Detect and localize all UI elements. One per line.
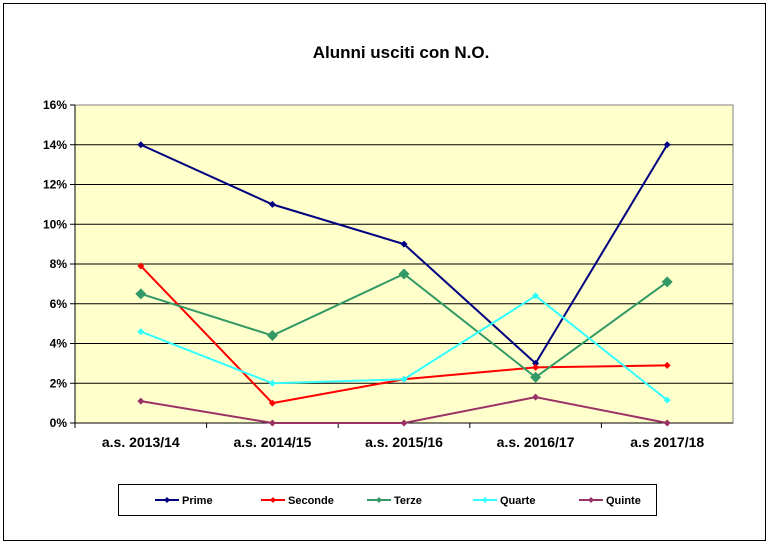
- y-tick-label: 2%: [50, 376, 68, 390]
- data-point: [532, 292, 540, 300]
- y-tick-label: 0%: [50, 416, 68, 430]
- data-point: [135, 288, 147, 300]
- legend-label: Terze: [394, 495, 422, 507]
- data-point: [266, 330, 278, 342]
- x-tick-label: a.s. 2013/14: [102, 434, 180, 450]
- y-tick-label: 4%: [50, 337, 68, 351]
- data-point: [663, 419, 671, 427]
- legend-label: Prime: [182, 495, 213, 507]
- data-point: [400, 419, 408, 427]
- legend-marker: [376, 497, 382, 503]
- x-tick-label: a.s 2017/18: [630, 434, 704, 450]
- x-tick-label: a.s. 2016/17: [497, 434, 575, 450]
- data-point: [398, 268, 410, 280]
- legend-marker: [482, 497, 488, 503]
- y-tick-label: 12%: [43, 178, 67, 192]
- x-tick-label: a.s. 2015/16: [365, 434, 443, 450]
- legend-marker: [588, 497, 594, 503]
- data-point: [268, 419, 276, 427]
- data-point: [137, 262, 145, 270]
- data-point: [137, 328, 145, 336]
- legend-item-quinte: Quinte: [579, 495, 641, 507]
- legend-item-prime: Prime: [155, 495, 213, 507]
- series-quarte: [137, 292, 671, 404]
- y-tick-label: 10%: [43, 217, 67, 231]
- legend-marker: [270, 497, 276, 503]
- data-point: [663, 396, 671, 404]
- legend-label: Quinte: [606, 495, 641, 507]
- legend-item-quarte: Quarte: [473, 495, 535, 507]
- y-tick-label: 6%: [50, 297, 68, 311]
- series-quinte: [137, 393, 671, 427]
- data-point: [268, 200, 276, 208]
- legend-marker: [164, 497, 170, 503]
- data-point: [137, 397, 145, 405]
- data-point: [268, 399, 276, 407]
- data-point: [663, 141, 671, 149]
- data-point: [663, 361, 671, 369]
- data-point: [532, 393, 540, 401]
- data-point: [400, 240, 408, 248]
- y-tick-label: 14%: [43, 138, 67, 152]
- data-point: [530, 371, 542, 383]
- x-tick-label: a.s. 2014/15: [233, 434, 311, 450]
- data-point: [532, 359, 540, 367]
- data-point: [400, 375, 408, 383]
- legend-item-terze: Terze: [367, 495, 422, 507]
- y-tick-label: 16%: [43, 98, 67, 112]
- data-point: [268, 379, 276, 387]
- data-point: [137, 141, 145, 149]
- series-prime: [137, 141, 671, 367]
- data-point: [661, 276, 673, 288]
- y-tick-label: 8%: [50, 257, 68, 271]
- legend-label: Seconde: [288, 495, 334, 507]
- legend-label: Quarte: [500, 495, 535, 507]
- series-terze: [135, 268, 673, 383]
- data-point: [532, 363, 540, 371]
- legend-item-seconde: Seconde: [261, 495, 334, 507]
- chart-title: Alunni usciti con N.O.: [313, 43, 490, 62]
